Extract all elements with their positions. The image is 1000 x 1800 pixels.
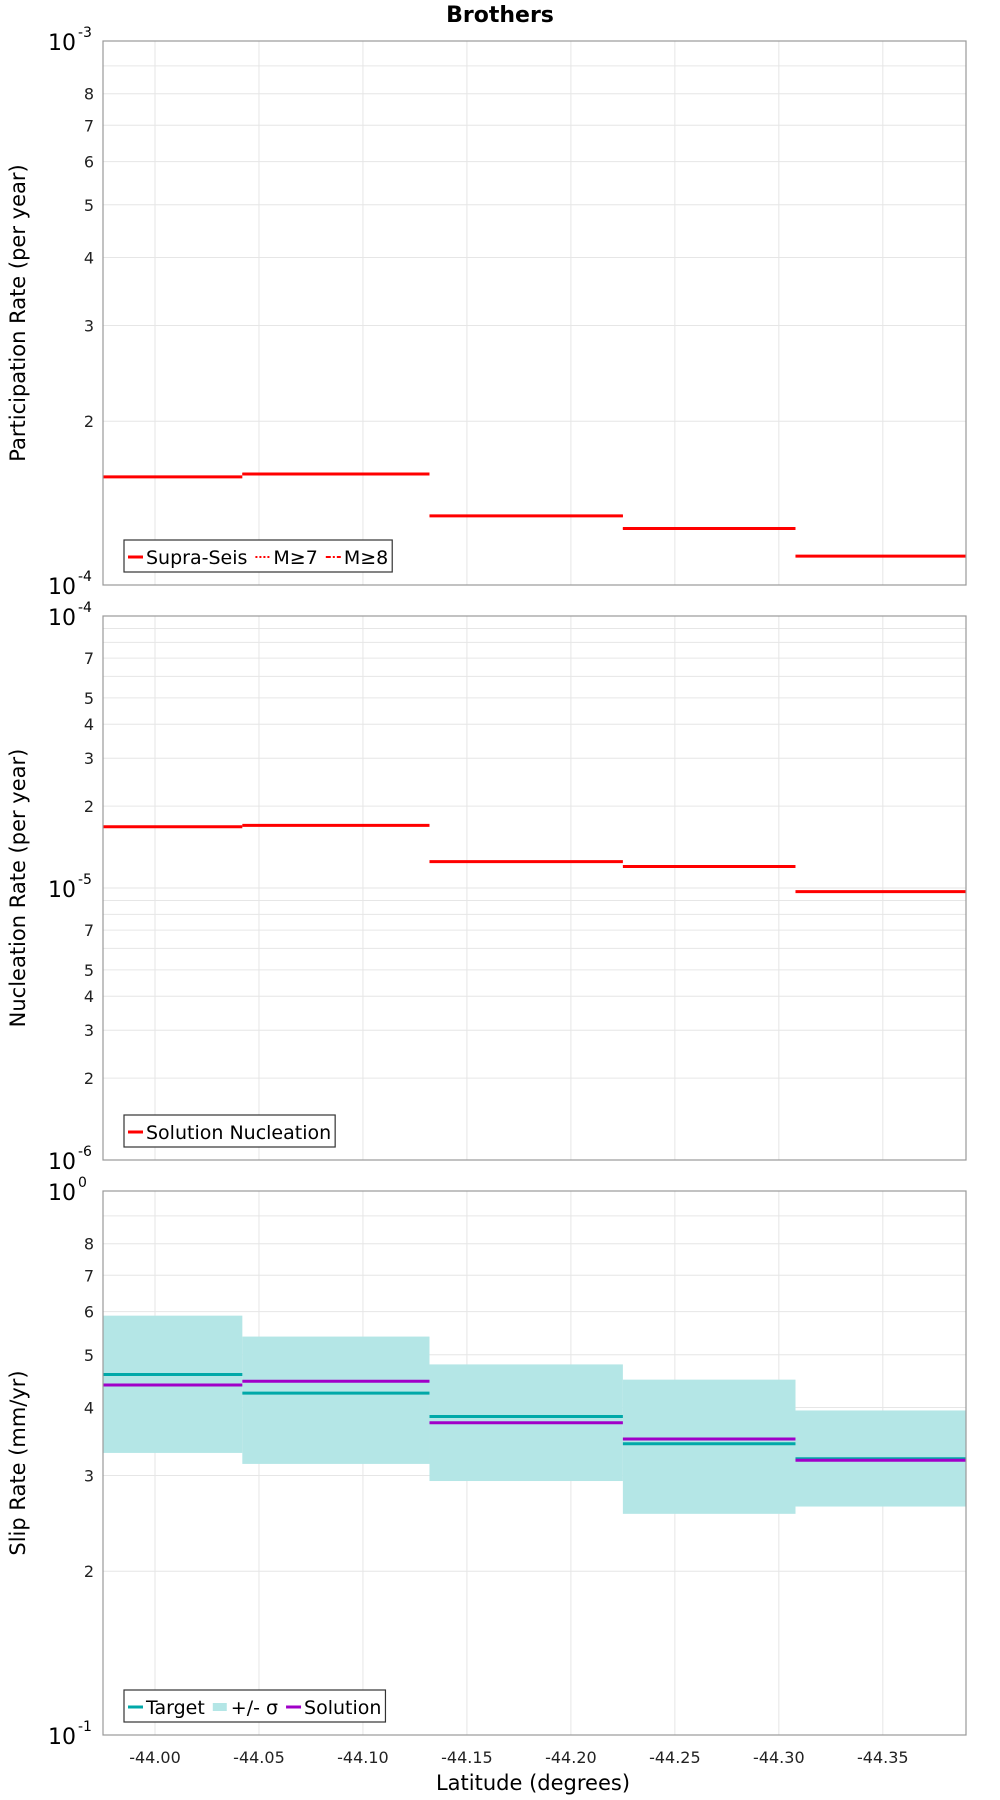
y-axis-label: Participation Rate (per year) [6,164,30,461]
x-tick-label: -44.20 [545,1748,597,1767]
x-tick-label: -44.25 [649,1748,701,1767]
y-tick-label: 7 [84,921,94,940]
x-tick-label: -44.30 [753,1748,805,1767]
y-tick-label: 5 [84,196,94,215]
plot-frame [102,615,967,1161]
legend-entry: Target [145,1697,205,1719]
x-tick-label: -44.05 [233,1748,285,1767]
x-axis-label: Latitude (degrees) [436,1771,630,1795]
y-decade-label: 10 [48,606,76,631]
y-tick-label: 8 [84,85,94,104]
y-tick-label: 7 [84,1266,94,1285]
y-tick-label: 7 [84,649,94,668]
legend: Supra-Seis M≥7 M≥8 [123,539,393,573]
chart-title: Brothers [446,3,554,28]
y-tick-label: 3 [84,749,94,768]
x-tick-label: -44.00 [129,1748,181,1767]
y-decade-label: 10 [48,1725,76,1750]
legend-entry: Supra-Seis [146,547,247,569]
y-tick-label: 2 [84,797,94,816]
y-decade-label: 10 [48,878,76,903]
y-tick-label: 2 [84,1069,94,1088]
legend: Target +/- σ Solution [123,1689,387,1723]
legend-entry: Solution [304,1697,381,1719]
y-decade-label: 10 [48,1150,76,1175]
y-decade-exponent: 0 [78,1175,87,1191]
y-tick-label: 4 [84,1398,94,1417]
y-decade-label: 10 [48,575,76,600]
y-tick-label: 4 [84,715,94,734]
legend: Solution Nucleation [123,1114,336,1148]
legend-entry: M≥8 [344,547,388,569]
legend-entry: +/- σ [231,1697,278,1719]
y-tick-label: 5 [84,961,94,980]
y-tick-label: 3 [84,1466,94,1485]
y-tick-label: 7 [84,116,94,135]
x-tick-label: -44.35 [857,1748,909,1767]
y-decade-exponent: -4 [78,600,92,616]
plot-frame [102,40,967,586]
sigma-band [242,1336,430,1464]
y-decade-label: 10 [48,31,76,56]
y-tick-label: 4 [84,248,94,267]
legend-swatch [212,1703,227,1711]
y-tick-label: 5 [84,1346,94,1365]
y-tick-label: 5 [84,689,94,708]
sigma-band [622,1379,796,1514]
y-tick-label: 8 [84,1235,94,1254]
legend-box [123,1689,387,1723]
y-tick-label: 3 [84,1021,94,1040]
y-tick-label: 6 [84,153,94,172]
y-tick-label: 2 [84,412,94,431]
y-decade-exponent: -3 [78,25,92,41]
y-axis-label: Nucleation Rate (per year) [6,749,30,1028]
y-tick-label: 4 [84,987,94,1006]
y-decade-exponent: -1 [78,1719,92,1735]
y-decade-exponent: -4 [78,569,92,585]
y-tick-label: 2 [84,1562,94,1581]
y-axis-label: Slip Rate (mm/yr) [6,1370,30,1555]
y-decade-label: 10 [48,1181,76,1206]
legend-entry: Solution Nucleation [146,1122,331,1144]
y-tick-label: 3 [84,316,94,335]
y-decade-exponent: -6 [78,1144,92,1160]
plot-frame [102,1190,967,1736]
y-decade-exponent: -5 [78,872,92,888]
legend-box [123,539,393,573]
x-tick-label: -44.10 [337,1748,389,1767]
legend-entry: M≥7 [273,547,317,569]
y-tick-label: 6 [84,1303,94,1322]
legend-box [123,1114,336,1148]
x-tick-label: -44.15 [441,1748,493,1767]
